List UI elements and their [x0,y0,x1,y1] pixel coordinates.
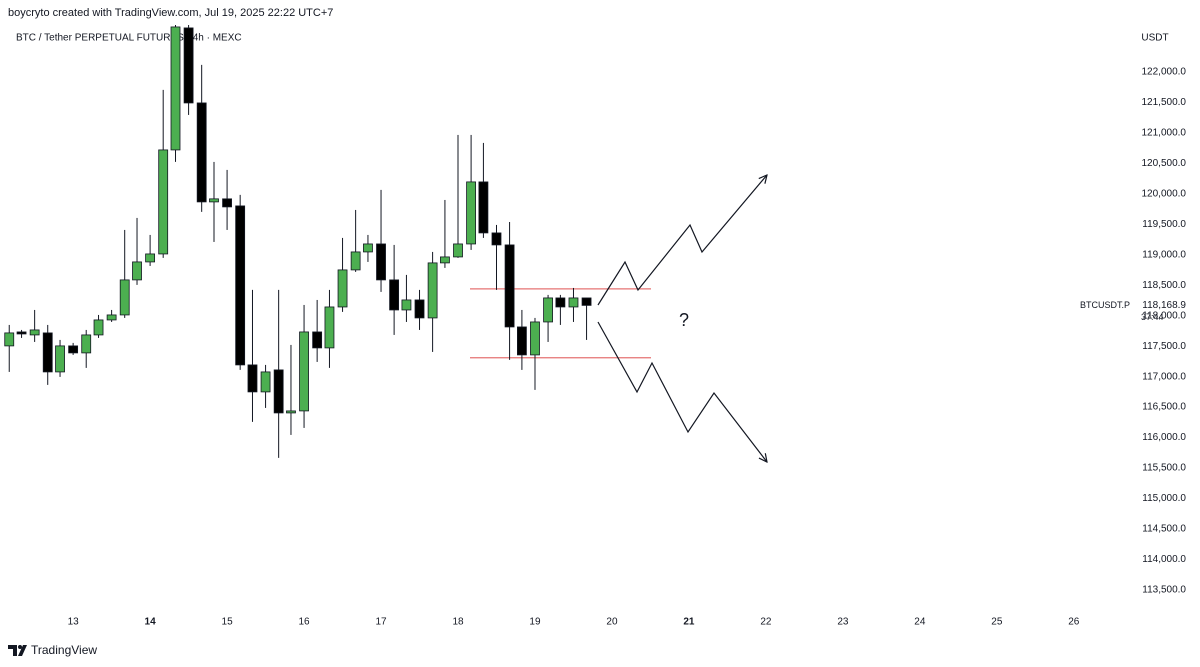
candle-body [158,149,169,255]
candle-body [530,321,540,356]
candle-body [132,261,142,281]
candle-body [247,364,258,393]
candle-body [568,297,579,308]
y-tick-label: 121,000.0 [1142,128,1187,139]
candle-body [93,319,104,336]
candle-body [170,26,181,151]
candle-body [286,410,296,414]
up-scenario-arrow [597,175,767,306]
y-tick-label: 115,500.0 [1142,463,1186,474]
y-tick-label: 119,500.0 [1142,219,1186,230]
candle-body [440,256,450,264]
y-tick-label: 116,500.0 [1142,402,1186,413]
y-tick-label: 118,500.0 [1142,280,1186,291]
candle-body [517,326,527,356]
candle-body [389,279,400,311]
x-tick-label: 24 [914,617,926,628]
footer-brand: TradingView [31,643,97,657]
y-tick-label: 114,500.0 [1142,524,1186,535]
candle-body [29,329,40,336]
candle-body [401,299,412,311]
candle-body [491,232,502,246]
y-tick-label: 122,000.0 [1142,67,1187,78]
candle-body [119,279,130,316]
candle-body [581,297,592,306]
last-price-countdown: 37:44 [1141,312,1164,322]
y-tick-label: 121,500.0 [1142,97,1187,108]
footer-logo [8,645,27,656]
x-tick-label: 18 [452,617,464,628]
y-tick-label: 115,000.0 [1142,493,1186,504]
candle-body [376,243,386,281]
last-price-symbol: BTCUSDT.P [1080,300,1130,310]
y-tick-label: 117,000.0 [1142,371,1186,382]
candle-body [222,198,232,208]
currency: USDT [1141,33,1168,44]
candle-body [337,269,348,308]
candle-body [363,243,373,253]
x-tick-label: 23 [837,617,849,628]
candle-body [453,243,463,258]
x-tick-label: 15 [222,617,234,628]
x-tick-label: 21 [683,617,695,628]
x-tick-label: 14 [145,617,157,628]
candle-body [55,345,65,373]
candle-body [106,314,117,321]
candle-body [350,251,361,271]
candle-body [324,306,335,349]
y-tick-label: 116,000.0 [1142,432,1186,443]
candle-body [555,297,566,308]
symbol-line: BTC / Tether PERPETUAL FUTURES · 4h · ME… [16,33,242,44]
candle-body [68,345,79,354]
candle-body [299,331,309,412]
candle-body [543,297,553,323]
x-tick-label: 13 [68,617,80,628]
x-tick-label: 16 [298,617,310,628]
y-tick-label: 120,500.0 [1142,158,1187,169]
candle-body [145,253,156,263]
candle-body [504,244,515,328]
candle-body [414,299,425,319]
candle-body [312,331,323,349]
y-tick-label: 117,500.0 [1142,341,1186,352]
annotation: ? [679,310,689,330]
candle-body [42,332,53,373]
x-tick-label: 25 [991,617,1003,628]
candle-body [81,334,92,354]
x-tick-label: 22 [760,617,772,628]
y-tick-label: 118,000.0 [1142,310,1186,321]
plot-area [4,25,651,458]
candle-body [16,331,27,335]
last-price-label: 118,168.9 [1142,300,1186,311]
down-scenario-arrow [597,321,767,462]
x-tick-label: 26 [1068,617,1080,628]
y-tick-label: 120,000.0 [1142,188,1187,199]
candle-body [4,332,15,347]
candle-body [466,181,476,245]
candle-body [235,205,246,366]
x-tick-label: 20 [606,617,618,628]
y-tick-label: 113,500.0 [1142,585,1186,596]
y-tick-label: 114,000.0 [1142,554,1186,565]
candle-body [183,27,194,104]
x-tick-label: 17 [375,617,387,628]
candle-body [478,181,489,234]
candle-body [196,102,207,203]
candle-body [260,371,271,393]
x-tick-label: 19 [529,617,541,628]
y-tick-label: 119,000.0 [1142,249,1186,260]
author-line: boycryto created with TradingView.com, J… [8,7,333,19]
candle-body [209,198,219,203]
candle-body [273,369,284,414]
candle-body [427,262,438,319]
